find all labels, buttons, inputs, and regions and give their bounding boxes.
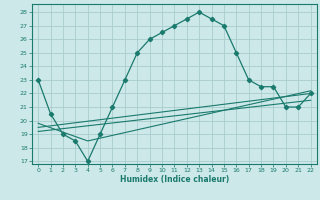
X-axis label: Humidex (Indice chaleur): Humidex (Indice chaleur) [120, 175, 229, 184]
